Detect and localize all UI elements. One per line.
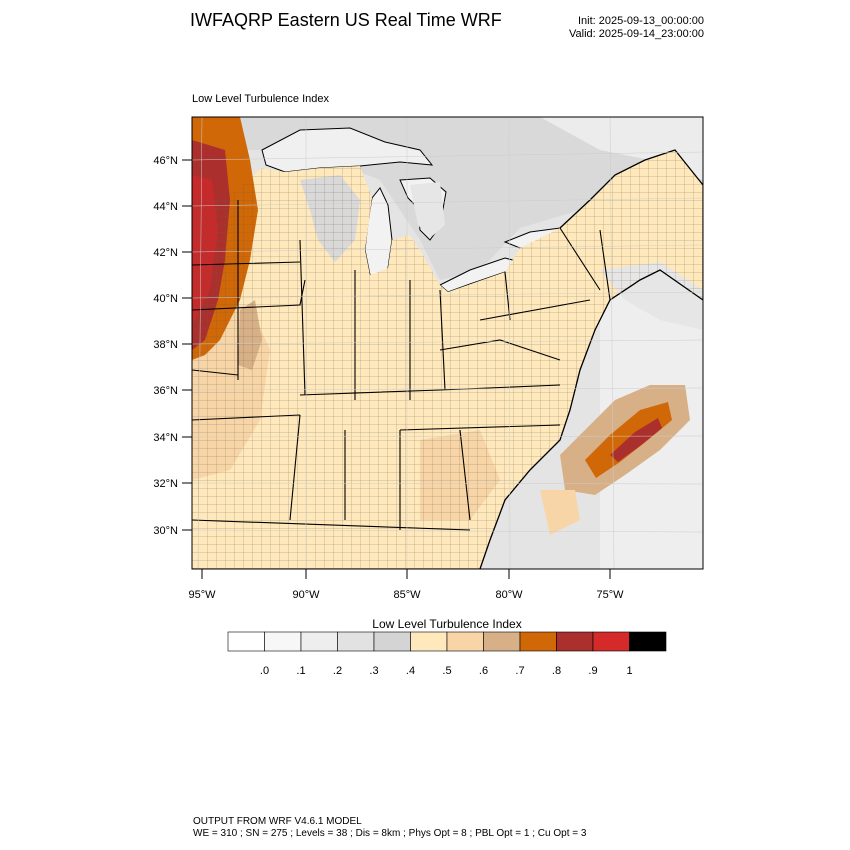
colorbar-swatch <box>446 631 484 652</box>
colorbar-swatch <box>629 631 667 652</box>
lat-label: 46°N <box>153 155 178 167</box>
lat-label: 36°N <box>153 385 178 397</box>
state-boundaries <box>192 200 611 531</box>
colorbar-tick-label: 1 <box>626 665 632 677</box>
model-info-line2: WE = 310 ; SN = 275 ; Levels = 38 ; Dis … <box>193 828 587 839</box>
time-info: Init: 2025-09-13_00:00:00 Valid: 2025-09… <box>540 15 704 41</box>
lat-label: 40°N <box>153 293 178 305</box>
colorbar-tick-label: .9 <box>588 665 597 677</box>
lon-label: 95°W <box>188 589 216 601</box>
colorbar-swatch <box>300 631 338 652</box>
colorbar-title: Low Level Turbulence Index <box>372 617 522 631</box>
model-info: OUTPUT FROM WRF V4.6.1 MODEL WE = 310 ; … <box>193 816 586 840</box>
county-boundaries <box>192 150 703 569</box>
colorbar: .0 .1 .2 .3 .4 .5 .6 .7 .8 .9 1 <box>227 631 667 677</box>
colorbar-swatch <box>227 631 265 652</box>
colorbar-swatch <box>337 631 375 652</box>
map-frame <box>191 116 704 570</box>
lat-label: 38°N <box>153 339 178 351</box>
turbulence-band-06-offshore-south <box>540 490 580 535</box>
colorbar-tick-label: .8 <box>552 665 561 677</box>
lon-label: 90°W <box>292 589 320 601</box>
lat-label: 30°N <box>153 525 178 537</box>
canada-land <box>192 117 703 300</box>
init-time: Init: 2025-09-13_00:00:00 <box>578 15 704 27</box>
latitude-axis: 46°N 44°N 42°N 40°N 38°N 36°N 34°N 32°N 30°N <box>153 155 192 537</box>
plot-title: IWFAQRP Eastern US Real Time WRF <box>190 10 502 30</box>
colorbar-tick-label: .3 <box>369 665 378 677</box>
colorbar-swatch <box>556 631 594 652</box>
model-info-line1: OUTPUT FROM WRF V4.6.1 MODEL <box>193 816 362 827</box>
field-label: Low Level Turbulence Index <box>192 93 329 105</box>
colorbar-tick-label: .4 <box>406 665 415 677</box>
colorbar-tick-label: .0 <box>260 665 269 677</box>
valid-time: Valid: 2025-09-14_23:00:00 <box>569 28 704 40</box>
colorbar-tick-label: .2 <box>333 665 342 677</box>
longitude-axis: 95°W 90°W 85°W 80°W 75°W <box>188 569 624 601</box>
colorbar-swatch <box>592 631 630 652</box>
turbulence-band-09-offshore <box>610 418 662 462</box>
colorbar-tick-label: .5 <box>442 665 451 677</box>
colorbar-tick-label: .6 <box>479 665 488 677</box>
colorbar-swatch <box>410 631 448 652</box>
low-turbulence-patch-michigan <box>410 182 445 238</box>
lon-label: 85°W <box>393 589 421 601</box>
colorbar-tick-label: .1 <box>296 665 305 677</box>
colorbar-tick-label: .7 <box>515 665 524 677</box>
colorbar-swatch <box>483 631 521 652</box>
lon-label: 80°W <box>495 589 523 601</box>
map-plot-area <box>192 117 703 569</box>
lat-label: 42°N <box>153 247 178 259</box>
lat-label: 32°N <box>153 478 178 490</box>
lat-label: 44°N <box>153 201 178 213</box>
lon-label: 75°W <box>596 589 624 601</box>
colorbar-swatch <box>519 631 557 652</box>
colorbar-swatch <box>264 631 302 652</box>
coastline <box>479 149 703 569</box>
colorbar-swatch <box>373 631 411 652</box>
graticule <box>192 117 703 569</box>
lake-superior <box>261 127 434 173</box>
lat-label: 34°N <box>153 432 178 444</box>
